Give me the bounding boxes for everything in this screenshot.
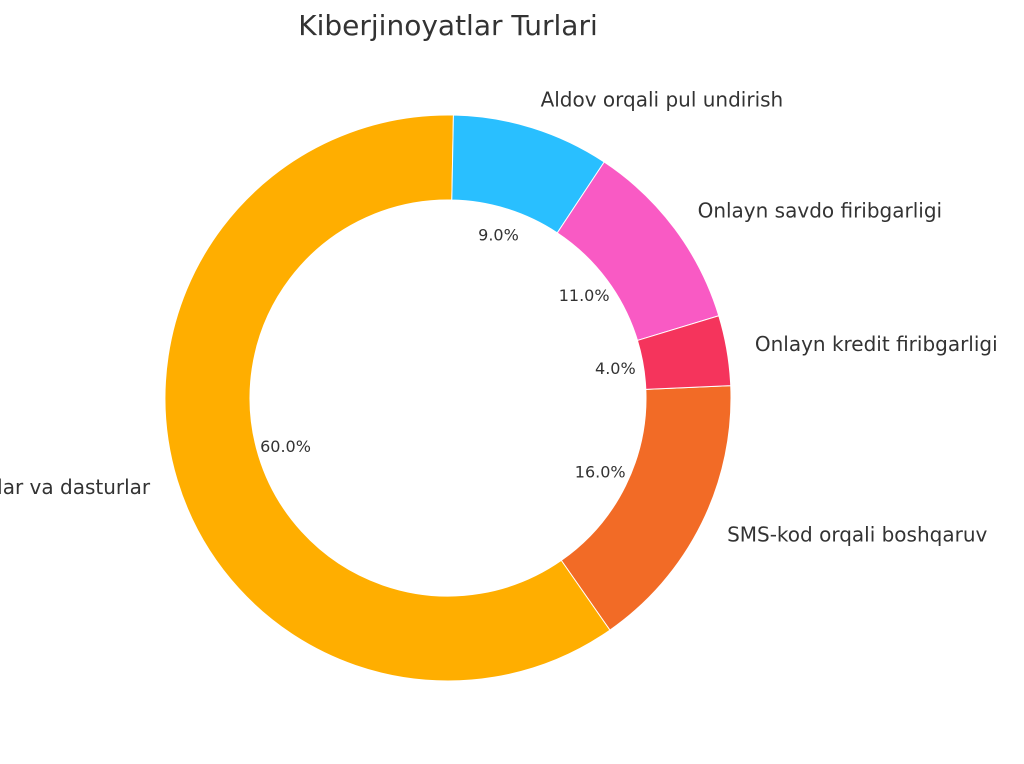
slice-percent-zararli-havolalar-va-dasturlar: 60.0% bbox=[260, 437, 311, 456]
slice-label-zararli-havolalar-va-dasturlar: Zararli havolalar va dasturlar bbox=[0, 475, 151, 499]
slice-zararli-havolalar-va-dasturlar bbox=[164, 114, 611, 682]
slice-onlayn-kredit-firibgarligi bbox=[636, 315, 732, 390]
slice-percent-aldov-orqali-pul-undirish: 9.0% bbox=[478, 225, 519, 244]
slice-percent-onlayn-savdo-firibgarligi: 11.0% bbox=[559, 286, 610, 305]
slice-sms-kod-orqali-boshqaruv bbox=[560, 385, 732, 631]
slice-label-sms-kod-orqali-boshqaruv: SMS-kod orqali boshqaruv bbox=[727, 522, 987, 546]
outer-labels-group: SMS-kod orqali boshqaruv Zararli havolala… bbox=[0, 87, 998, 546]
slice-percent-sms-kod-orqali-boshqaruv: 16.0% bbox=[575, 463, 626, 482]
slice-label-aldov-orqali-pul-undirish: Aldov orqali pul undirish bbox=[541, 87, 784, 111]
slices-group bbox=[164, 114, 732, 682]
slice-label-onlayn-kredit-firibgarligi: Onlayn kredit firibgarligi bbox=[755, 332, 998, 356]
percent-labels-group: 16.0% 60.0% 9.0% 11.0% 4.0% bbox=[260, 225, 636, 481]
slice-label-onlayn-savdo-firibgarligi: Onlayn savdo firibgarligi bbox=[698, 198, 943, 222]
chart-title: Kiberjinoyatlar Turlari bbox=[298, 9, 597, 42]
slice-percent-onlayn-kredit-firibgarligi: 4.0% bbox=[595, 359, 636, 378]
